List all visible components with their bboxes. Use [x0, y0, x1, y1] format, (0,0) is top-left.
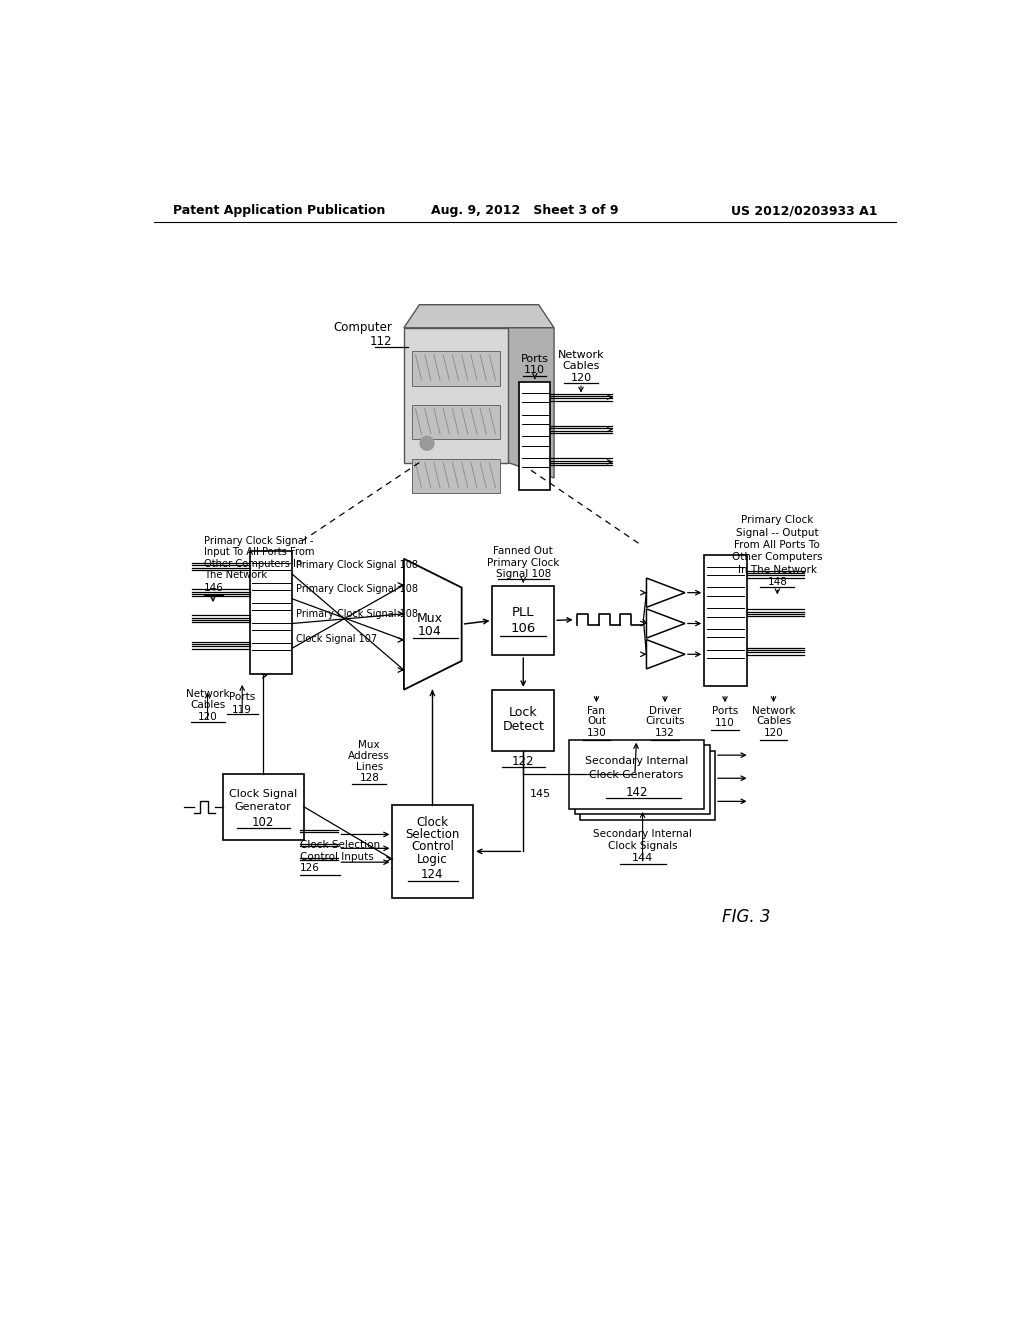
Text: Ports: Ports	[521, 354, 549, 363]
Text: In The Network: In The Network	[738, 565, 817, 574]
Text: Clock Signals: Clock Signals	[608, 841, 678, 851]
Text: Computer: Computer	[334, 321, 392, 334]
Text: 110: 110	[715, 718, 735, 727]
Circle shape	[420, 437, 434, 450]
Text: The Network: The Network	[204, 570, 267, 581]
Polygon shape	[646, 609, 685, 638]
Text: Mux: Mux	[358, 741, 380, 750]
Text: Out: Out	[587, 717, 606, 726]
Text: Ports: Ports	[229, 693, 255, 702]
Text: Fanned Out: Fanned Out	[494, 546, 553, 556]
Text: 132: 132	[655, 727, 675, 738]
Text: 120: 120	[570, 372, 592, 383]
Text: PLL: PLL	[512, 606, 535, 619]
Bar	[493, 586, 554, 655]
Bar	[705, 554, 746, 686]
Bar	[223, 775, 304, 840]
Text: Control Inputs: Control Inputs	[300, 851, 374, 862]
Text: Network: Network	[185, 689, 229, 698]
Text: Logic: Logic	[417, 853, 447, 866]
Text: Input To All Ports From: Input To All Ports From	[204, 548, 314, 557]
Text: Ports: Ports	[712, 706, 738, 717]
Text: Aug. 9, 2012   Sheet 3 of 9: Aug. 9, 2012 Sheet 3 of 9	[431, 205, 618, 218]
Text: Secondary Internal: Secondary Internal	[593, 829, 692, 840]
Text: From All Ports To: From All Ports To	[734, 540, 820, 550]
Bar	[412, 405, 500, 440]
Bar	[493, 689, 554, 751]
Polygon shape	[403, 558, 462, 689]
Text: 110: 110	[524, 366, 546, 375]
Text: Control: Control	[411, 841, 454, 853]
Text: Driver: Driver	[649, 706, 681, 717]
Text: 124: 124	[421, 869, 443, 880]
Text: Other Computers In: Other Computers In	[204, 558, 302, 569]
Text: Generator: Generator	[234, 801, 292, 812]
Text: Detect: Detect	[503, 721, 544, 733]
Text: Cables: Cables	[189, 700, 225, 710]
Text: Primary Clock Signal -: Primary Clock Signal -	[204, 536, 313, 545]
Text: Cables: Cables	[562, 362, 600, 371]
Polygon shape	[403, 305, 554, 327]
Text: 148: 148	[767, 577, 787, 587]
Text: Clock: Clock	[417, 816, 449, 829]
Text: 106: 106	[511, 622, 536, 635]
Polygon shape	[646, 640, 685, 669]
Text: US 2012/0203933 A1: US 2012/0203933 A1	[731, 205, 878, 218]
Text: Address: Address	[348, 751, 390, 760]
Text: 126: 126	[300, 863, 319, 874]
Text: Primary Clock Signal 108: Primary Clock Signal 108	[296, 585, 418, 594]
Text: 112: 112	[370, 335, 392, 348]
Text: 130: 130	[587, 727, 606, 738]
Text: Primary Clock: Primary Clock	[487, 557, 559, 568]
Text: FIG. 3: FIG. 3	[722, 908, 771, 925]
Bar	[250, 552, 292, 675]
Text: Other Computers: Other Computers	[732, 552, 822, 562]
Text: Primary Clock Signal 108: Primary Clock Signal 108	[296, 560, 418, 570]
Text: Lines: Lines	[355, 762, 383, 772]
Text: Clock Generators: Clock Generators	[590, 770, 684, 780]
Text: Fan: Fan	[588, 706, 605, 717]
Text: Clock Selection: Clock Selection	[300, 841, 380, 850]
Polygon shape	[403, 327, 508, 462]
Bar	[569, 739, 705, 809]
Bar	[412, 351, 500, 385]
Text: Primary Clock Signal 108: Primary Clock Signal 108	[296, 609, 418, 619]
Text: Network: Network	[752, 706, 796, 717]
Text: Signal 108: Signal 108	[496, 569, 551, 579]
Text: 120: 120	[198, 713, 217, 722]
Bar	[519, 381, 550, 490]
Text: 144: 144	[632, 853, 653, 862]
Text: 122: 122	[512, 755, 535, 768]
Bar	[412, 459, 500, 494]
Text: Cables: Cables	[756, 717, 792, 726]
Text: Clock Signal 107: Clock Signal 107	[296, 634, 377, 644]
Text: Patent Application Publication: Patent Application Publication	[173, 205, 385, 218]
Text: Lock: Lock	[509, 706, 538, 719]
Text: Circuits: Circuits	[645, 717, 685, 726]
Text: Signal -- Output: Signal -- Output	[736, 528, 818, 537]
Polygon shape	[646, 578, 685, 607]
Text: 104: 104	[418, 626, 441, 639]
Text: Clock Signal: Clock Signal	[229, 788, 297, 799]
Text: 119: 119	[232, 705, 252, 714]
Text: 145: 145	[529, 788, 551, 799]
Bar	[581, 751, 715, 820]
Bar	[574, 744, 710, 814]
Text: Selection: Selection	[406, 828, 460, 841]
Text: Network: Network	[558, 350, 604, 360]
Text: Mux: Mux	[417, 611, 442, 624]
Text: Primary Clock: Primary Clock	[741, 515, 813, 525]
Text: 128: 128	[359, 774, 379, 783]
Text: 142: 142	[626, 785, 648, 799]
Text: 102: 102	[252, 816, 274, 829]
Text: 120: 120	[764, 727, 783, 738]
Text: Secondary Internal: Secondary Internal	[585, 756, 688, 767]
Text: 146: 146	[204, 583, 223, 594]
Bar	[392, 805, 473, 898]
Polygon shape	[508, 327, 554, 478]
